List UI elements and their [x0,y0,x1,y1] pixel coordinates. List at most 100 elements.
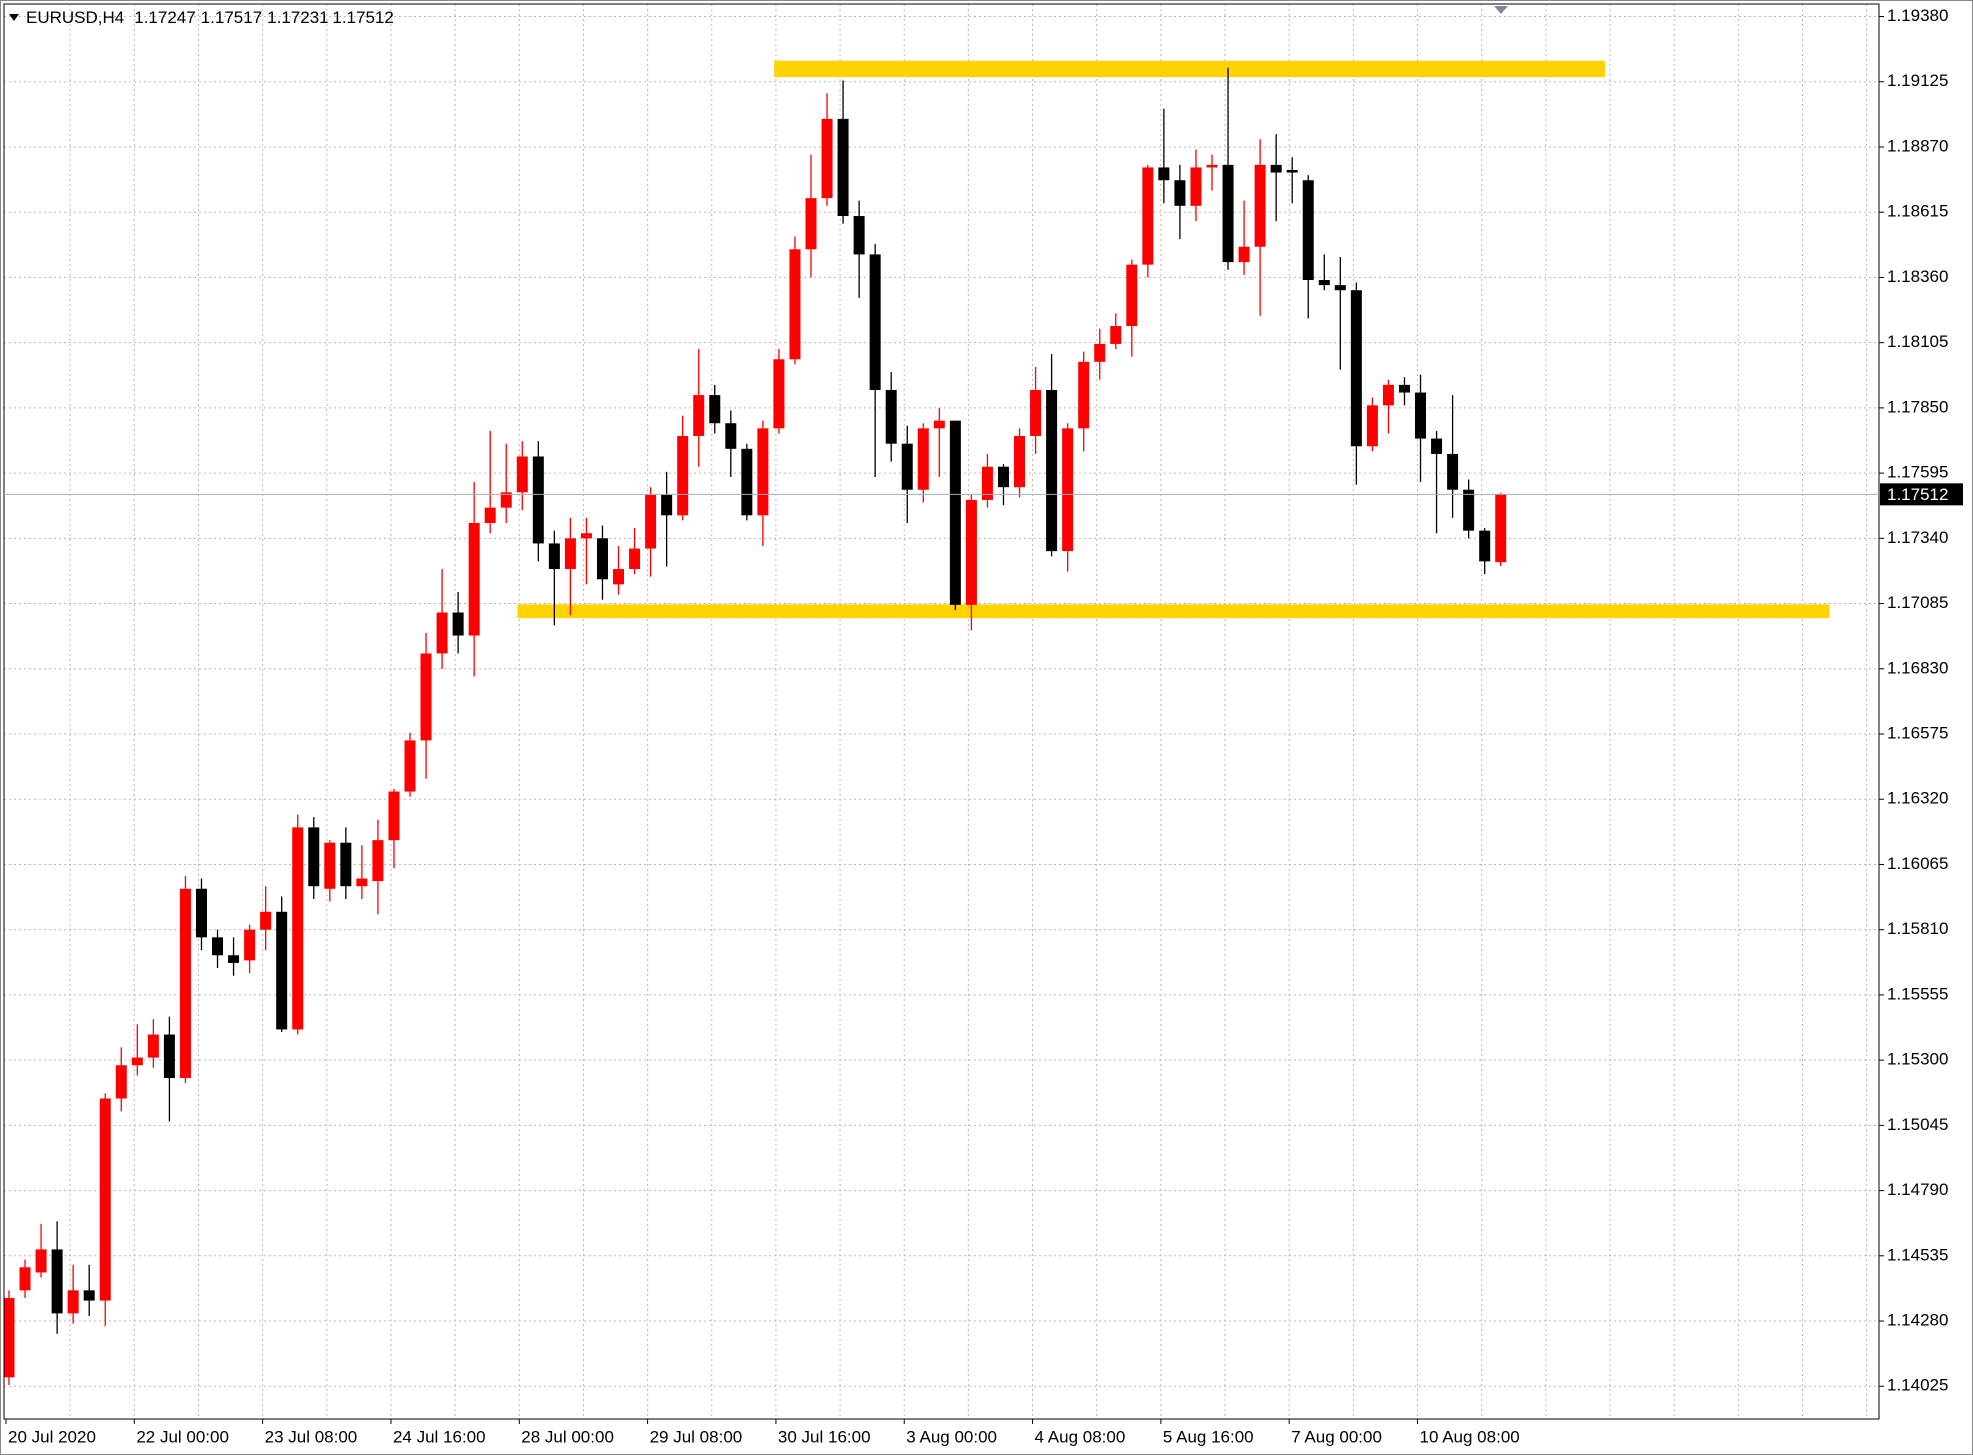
shift-marker[interactable] [1494,6,1508,14]
candle-body [965,499,977,605]
candle-body [1431,438,1443,454]
y-tick-label: 1.16320 [1887,789,1948,808]
candle-body [195,888,207,938]
candle-body [1254,164,1266,247]
candle-body [949,420,961,605]
candle-body [1447,453,1459,490]
candle-body [661,494,673,516]
candle-body [837,118,849,217]
last-low: 1.17231 [267,8,328,27]
x-tick-label: 10 Aug 08:00 [1420,1427,1520,1446]
y-tick-label: 1.19380 [1887,6,1948,25]
current-price-label: 1.17512 [1887,485,1948,504]
candle-body [645,494,657,549]
candle-body [629,548,641,570]
candle-body [789,249,801,360]
candle-body [933,420,945,429]
candle-body [693,395,705,437]
candle-body [1350,290,1362,447]
candle-body [548,543,560,570]
candle-body [1286,170,1298,173]
price-zone [774,60,1605,78]
x-tick-label: 28 Jul 00:00 [521,1427,614,1446]
y-tick-label: 1.17595 [1887,463,1948,482]
candle-body [356,878,368,887]
candle-body [1158,167,1170,181]
candle-body [1495,494,1507,563]
candle-body [163,1034,175,1079]
y-tick-label: 1.18105 [1887,332,1948,351]
y-tick-label: 1.16830 [1887,658,1948,677]
candle-body [3,1298,15,1378]
candle-body [292,827,304,1030]
candle-body [1142,167,1154,265]
price-zone [517,604,1830,619]
candle-body [1110,326,1122,344]
candle-body [580,533,592,539]
menu-triangle[interactable] [9,14,19,21]
x-tick-label: 5 Aug 16:00 [1163,1427,1254,1446]
candle-body [1062,428,1074,552]
candle-body [853,216,865,255]
y-tick-label: 1.14025 [1887,1376,1948,1395]
y-tick-label: 1.14535 [1887,1245,1948,1264]
y-tick-label: 1.15810 [1887,919,1948,938]
candle-body [741,448,753,516]
candle-body [83,1290,95,1301]
candle-body [997,466,1009,488]
y-tick-label: 1.17850 [1887,397,1948,416]
candle-body [179,888,191,1079]
candle-body [115,1065,127,1099]
candle-body [596,538,608,580]
y-tick-label: 1.18615 [1887,202,1948,221]
candle-body [1382,384,1394,406]
candle-body [1014,436,1026,488]
x-tick-label: 29 Jul 08:00 [650,1427,743,1446]
candle-body [131,1057,143,1066]
candle-body [147,1034,159,1058]
candle-body [35,1249,47,1273]
y-tick-label: 1.18870 [1887,136,1948,155]
candle-body [532,456,544,544]
candle-body [869,254,881,390]
symbol: EURUSD,H4 [26,8,124,27]
candle-body [500,492,512,508]
candle-body [1270,164,1282,173]
candle-body [340,842,352,887]
candle-body [677,436,689,516]
y-tick-label: 1.16575 [1887,723,1948,742]
candle-body [805,198,817,250]
candle-body [901,443,913,490]
candle-body [1366,405,1378,447]
candle-body [1238,246,1250,263]
candle-body [452,612,464,636]
last-close: 1.17512 [332,8,393,27]
candle-body [244,929,256,961]
plot-frame [3,3,1880,1420]
candle-body [372,840,384,882]
candle-body [821,118,833,199]
x-tick-label: 30 Jul 16:00 [778,1427,871,1446]
x-tick-label: 7 Aug 00:00 [1291,1427,1382,1446]
candle-body [1174,180,1186,206]
candle-body [484,507,496,523]
y-tick-label: 1.17085 [1887,593,1948,612]
candle-body [709,395,721,424]
current-price-box [1880,483,1963,506]
candle-body [276,911,288,1030]
candle-body [404,740,416,792]
x-tick-label: 20 Jul 2020 [8,1427,96,1446]
y-tick-label: 1.15300 [1887,1050,1948,1069]
candle-body [1206,164,1218,168]
candle-body [1302,180,1314,280]
candle-body [228,955,240,963]
x-tick-label: 22 Jul 00:00 [136,1427,229,1446]
x-tick-label: 4 Aug 08:00 [1035,1427,1126,1446]
candle-body [324,842,336,889]
y-tick-label: 1.15555 [1887,984,1948,1003]
candle-body [885,389,897,444]
candle-body [1463,489,1475,531]
last-open: 1.17247 [134,8,195,27]
candle-body [51,1249,63,1314]
